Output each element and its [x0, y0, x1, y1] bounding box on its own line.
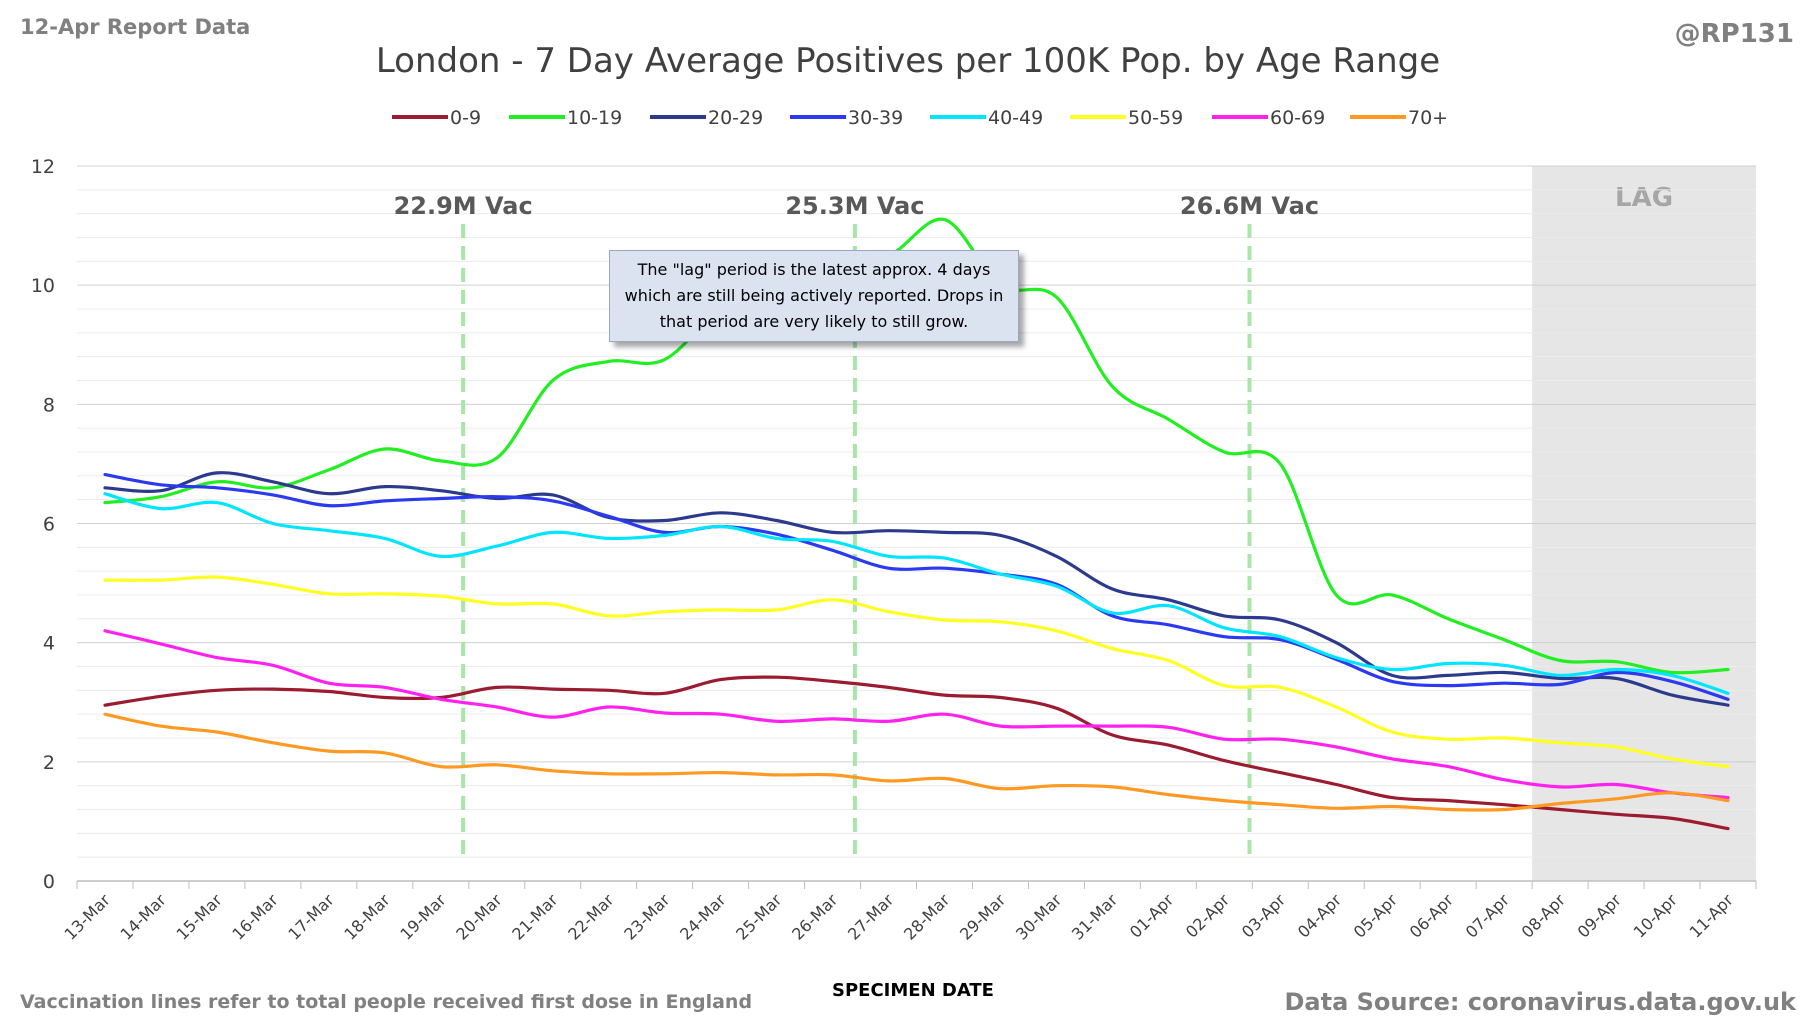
x-axis-label: SPECIMEN DATE [832, 980, 994, 1001]
series-line-60-69 [103, 629, 1730, 800]
x-tick-label: 04-Apr [1294, 890, 1346, 942]
y-tick-label: 10 [31, 275, 55, 297]
x-tick-label: 11-Apr [1686, 890, 1738, 942]
data-source: Data Source: coronavirus.data.gov.uk [1285, 988, 1798, 1016]
legend-label: 40-49 [988, 107, 1043, 129]
x-tick-label: 16-Mar [228, 890, 282, 944]
x-tick-label: 02-Apr [1182, 890, 1234, 942]
legend-label: 10-19 [567, 107, 622, 129]
x-tick-label: 01-Apr [1126, 890, 1178, 942]
x-tick-label: 13-Mar [61, 890, 115, 944]
x-tick-label: 24-Mar [676, 890, 730, 944]
x-tick-label: 06-Apr [1406, 890, 1458, 942]
report-label: 12-Apr Report Data [20, 15, 250, 39]
x-tick-label: 07-Apr [1462, 890, 1514, 942]
series-line-20-29 [103, 471, 1730, 707]
legend-label: 50-59 [1128, 107, 1183, 129]
y-tick-label: 6 [43, 514, 55, 536]
legend-label: 30-39 [848, 107, 903, 129]
series-line-50-59 [103, 575, 1730, 769]
legend: 0-9 10-19 20-29 30-39 40-49 50-59 60-69 70+ [392, 107, 1448, 129]
x-tick-label: 05-Apr [1350, 890, 1402, 942]
x-tick-label: 03-Apr [1238, 890, 1290, 942]
series-line-0-9 [103, 675, 1730, 831]
series-layer [103, 217, 1730, 831]
x-tick-label: 25-Mar [732, 890, 786, 944]
y-tick-label: 12 [31, 156, 55, 178]
x-tick-label: 21-Mar [508, 890, 562, 944]
legend-label: 70+ [1408, 107, 1448, 129]
x-tick-label: 29-Mar [956, 890, 1010, 944]
x-tick-label: 17-Mar [284, 890, 338, 944]
legend-label: 60-69 [1270, 107, 1325, 129]
vaccination-label: 25.3M Vac [785, 192, 924, 220]
y-tick-label: 8 [43, 394, 55, 416]
x-tick-label: 27-Mar [844, 890, 898, 944]
lag-label: LAG [1615, 183, 1673, 213]
lag-annotation-text: The "lag" period is the latest approx. 4… [624, 260, 1004, 331]
legend-label: 20-29 [708, 107, 763, 129]
legend-label: 0-9 [450, 107, 481, 129]
vaccination-label: 22.9M Vac [394, 192, 533, 220]
series-line-70+ [103, 712, 1730, 812]
series-line-40-49 [103, 492, 1730, 695]
x-tick-label: 26-Mar [788, 890, 842, 944]
x-tick-label: 19-Mar [396, 890, 450, 944]
x-tick-label: 30-Mar [1012, 890, 1066, 944]
chart-title: London - 7 Day Average Positives per 100… [376, 41, 1440, 81]
lag-annotation-box: The "lag" period is the latest approx. 4… [609, 250, 1019, 342]
x-tick-label: 18-Mar [340, 890, 394, 944]
y-tick-label: 4 [43, 633, 55, 655]
x-tick-label: 22-Mar [564, 890, 618, 944]
x-tick-label: 10-Apr [1630, 890, 1682, 942]
x-tick-label: 15-Mar [172, 890, 226, 944]
vaccination-lines-layer: 22.9M Vac 25.3M Vac 26.6M Vac [394, 192, 1319, 860]
series-line-10-19 [103, 217, 1730, 675]
x-tick-label: 28-Mar [900, 890, 954, 944]
y-tick-label: 2 [43, 752, 55, 774]
x-tick-label: 14-Mar [117, 890, 171, 944]
x-tick-label: 08-Apr [1518, 890, 1570, 942]
footer-note: Vaccination lines refer to total people … [20, 991, 752, 1013]
x-tick-label: 20-Mar [452, 890, 506, 944]
handle: @RP131 [1675, 19, 1794, 49]
x-tick-label: 09-Apr [1574, 890, 1626, 942]
x-tick-label: 31-Mar [1068, 890, 1122, 944]
x-tick-label: 23-Mar [620, 890, 674, 944]
vaccination-label: 26.6M Vac [1180, 192, 1319, 220]
series-line-30-39 [103, 473, 1730, 701]
y-tick-label: 0 [43, 871, 55, 893]
